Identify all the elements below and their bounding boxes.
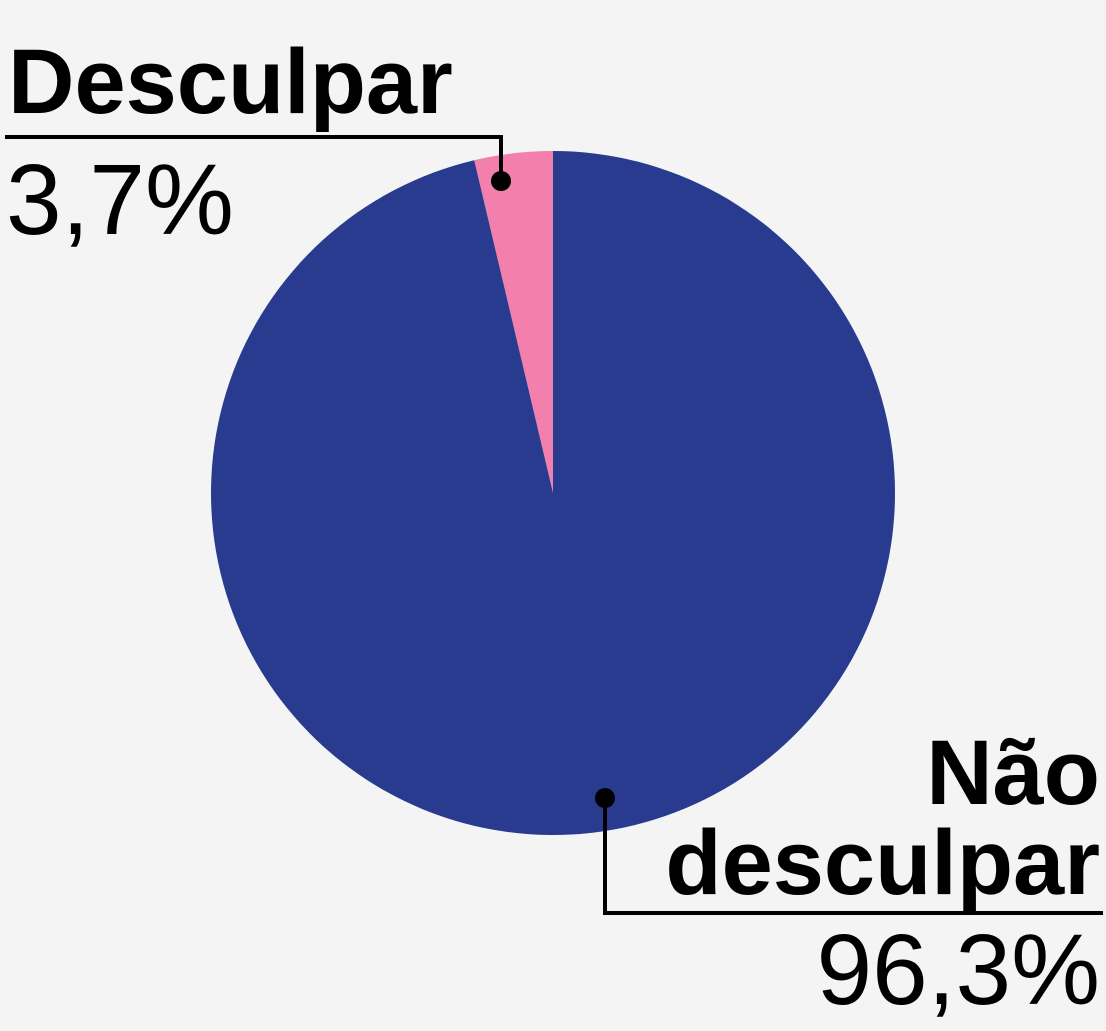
pie-slice [474,151,553,493]
leader-line [5,135,503,181]
slice-value-label: 3,7% [6,144,234,256]
slice-label: Não desculpar [665,722,1100,914]
slice-label: Desculpar [8,31,453,133]
leader-line [603,798,1103,915]
leader-dot [595,788,615,808]
slice-value-label: 96,3% [816,914,1100,1026]
leader-dot [491,171,511,191]
pie-slice [210,151,895,836]
